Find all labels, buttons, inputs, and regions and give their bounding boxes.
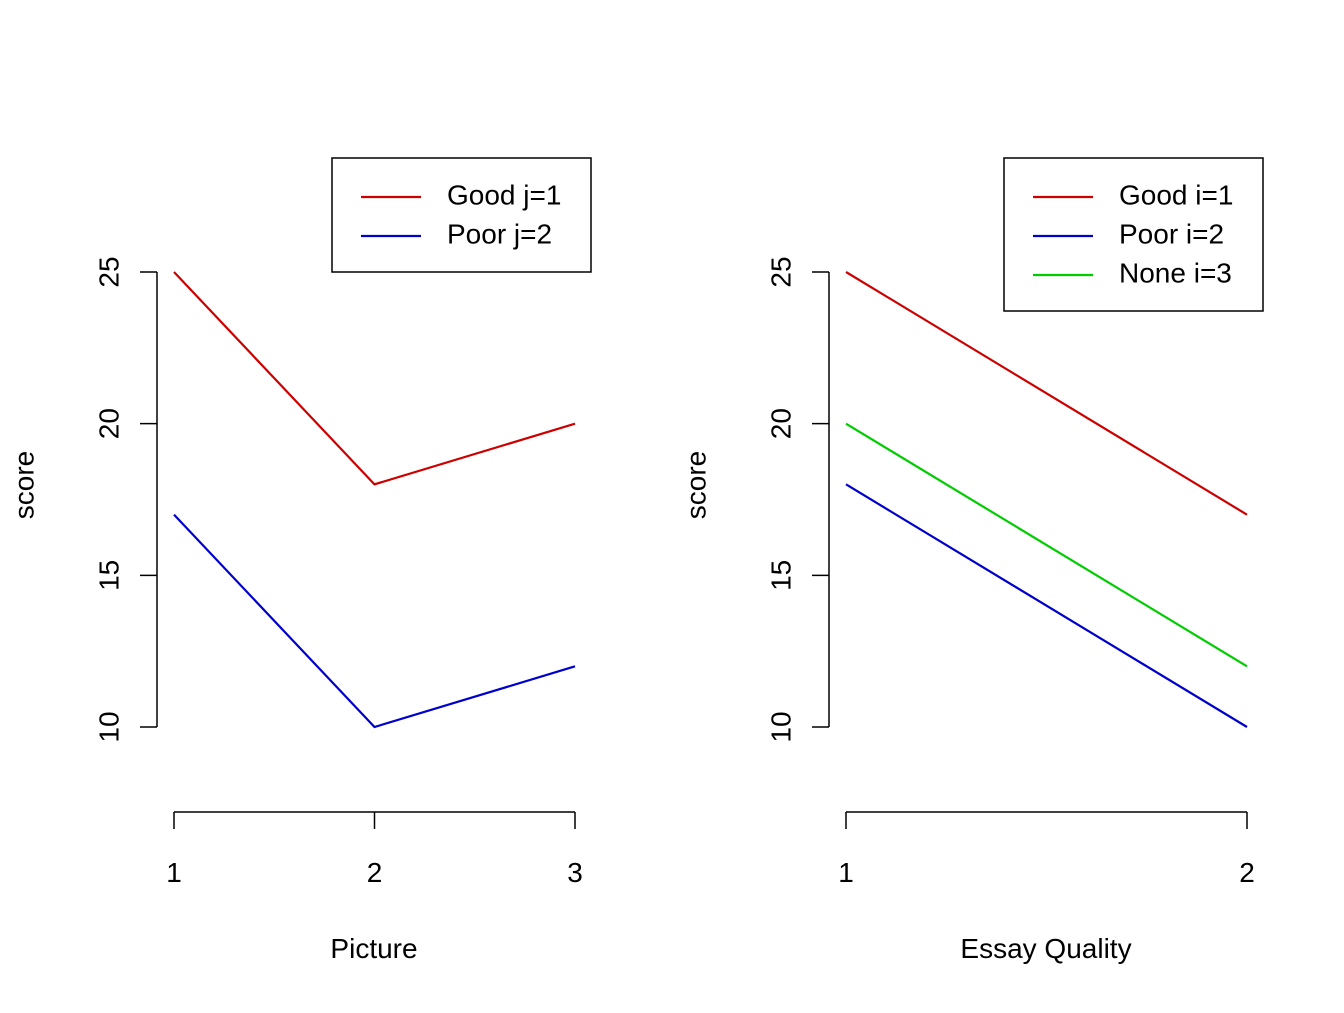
legend-label: Poor i=2 [1119, 218, 1224, 249]
legend: Good j=1 Poor j=2 [331, 157, 592, 273]
x-axis-label: Essay Quality [960, 933, 1131, 964]
legend-box [331, 157, 592, 273]
y-tick-label: 10 [93, 711, 124, 742]
series-line-2 [845, 483, 1248, 728]
y-tick-label: 20 [93, 408, 124, 439]
series-line-2 [173, 513, 576, 729]
x-tick-label: 1 [838, 857, 854, 888]
y-tick-label: 15 [93, 560, 124, 591]
legend-label: Good j=1 [447, 179, 561, 210]
chart-panel-1: 10 15 20 25 1 2 3 Picture score Good j=1 Poor j=2 [8, 157, 592, 964]
x-tick-label: 3 [567, 857, 583, 888]
y-axis-label: score [8, 451, 39, 519]
series-line-3 [845, 422, 1248, 668]
y-tick-label: 25 [93, 256, 124, 287]
legend-box [1003, 157, 1264, 312]
y-tick-label: 10 [765, 711, 796, 742]
chart-panel-2: 10 15 20 25 1 2 Essay Quality score Good i=1 Poor… [680, 157, 1264, 964]
y-axis-label: score [680, 451, 711, 519]
legend-label: Poor j=2 [447, 218, 552, 249]
legend: Good i=1 Poor i=2 None i=3 [1003, 157, 1264, 312]
y-tick-label: 25 [765, 256, 796, 287]
x-tick-label: 1 [166, 857, 182, 888]
y-tick-label: 15 [765, 560, 796, 591]
y-tick-label: 20 [765, 408, 796, 439]
x-tick-label: 2 [1239, 857, 1255, 888]
series-line-1 [173, 271, 576, 486]
legend-label: Good i=1 [1119, 179, 1233, 210]
x-tick-label: 2 [367, 857, 383, 888]
legend-label: None i=3 [1119, 257, 1232, 288]
series-line-1 [845, 271, 1248, 516]
x-axis-label: Picture [330, 933, 417, 964]
